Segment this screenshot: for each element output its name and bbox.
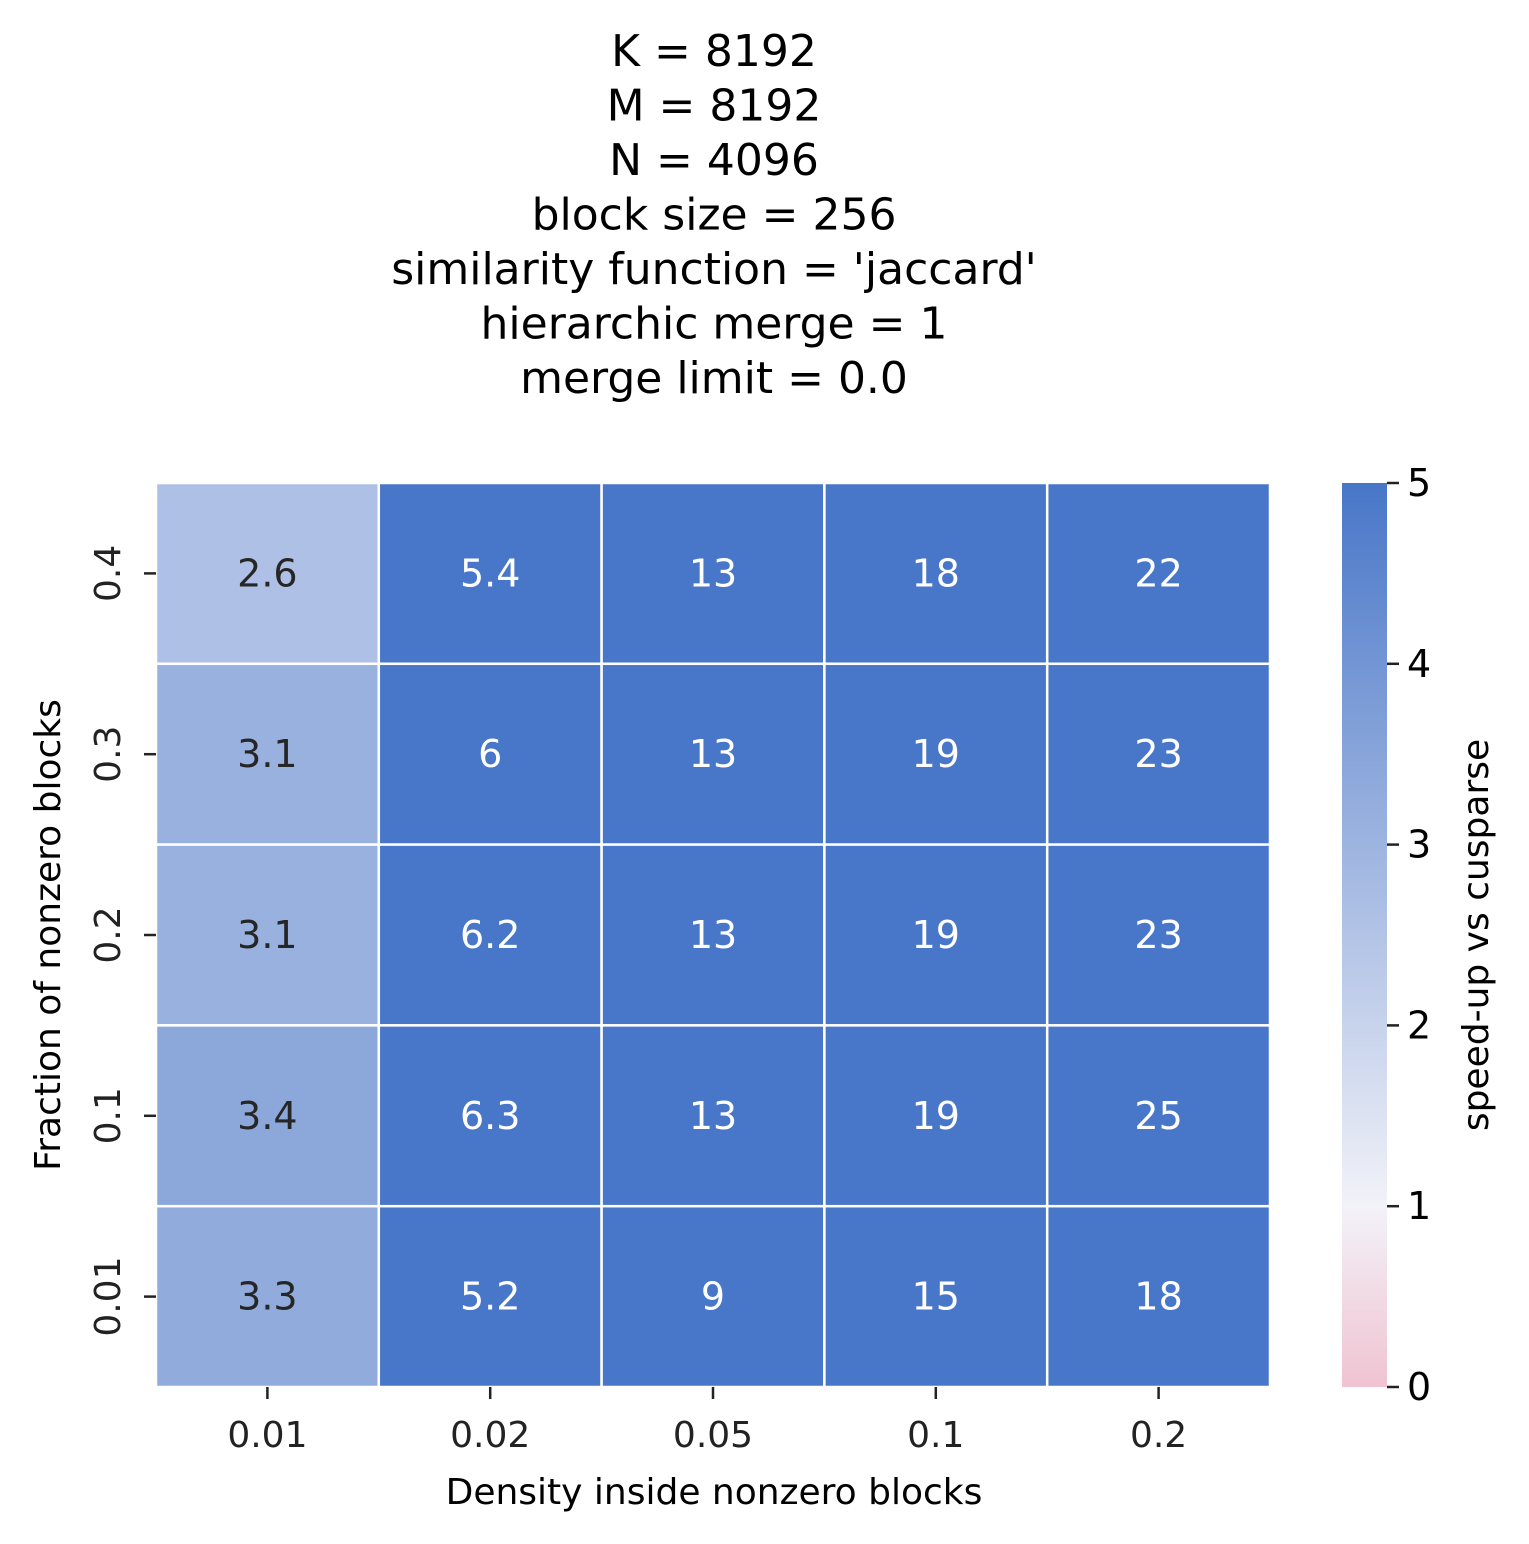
cell-value-label: 5.2 bbox=[460, 1275, 520, 1319]
heatmap-cell bbox=[600, 1024, 826, 1208]
heatmap-cell bbox=[823, 481, 1049, 666]
x-tick-label: 0.01 bbox=[227, 1415, 307, 1456]
cell-value-label: 2.6 bbox=[237, 551, 297, 595]
colorbar-tick-label: 3 bbox=[1407, 823, 1431, 867]
colorbar-gradient bbox=[1342, 483, 1387, 1387]
title-line: hierarchic merge = 1 bbox=[481, 299, 948, 350]
heatmap-cell bbox=[1045, 662, 1272, 846]
cell-value-label: 9 bbox=[701, 1275, 725, 1319]
cell-value-label: 6.2 bbox=[460, 913, 520, 957]
cell-value-label: 25 bbox=[1134, 1094, 1182, 1138]
heatmap-cell bbox=[154, 662, 381, 846]
title-line: similarity function = 'jaccard' bbox=[391, 244, 1037, 295]
cell-value-label: 22 bbox=[1134, 551, 1182, 595]
heatmap-cell bbox=[377, 843, 603, 1027]
cell-value-label: 3.1 bbox=[237, 732, 297, 776]
x-tick-label: 0.02 bbox=[450, 1415, 530, 1456]
y-tick-label: 0.01 bbox=[88, 1257, 129, 1337]
y-tick-label: 0.4 bbox=[88, 545, 129, 602]
heatmap-cell bbox=[823, 1024, 1049, 1208]
colorbar-tick-label: 4 bbox=[1407, 642, 1431, 686]
heatmap-cell bbox=[600, 662, 826, 846]
cell-value-label: 13 bbox=[689, 551, 737, 595]
cell-value-label: 19 bbox=[912, 732, 960, 776]
colorbar-label: speed-up vs cusparse bbox=[1456, 739, 1497, 1131]
title-line: M = 8192 bbox=[607, 81, 822, 132]
title-line: N = 4096 bbox=[609, 135, 819, 186]
cell-value-label: 13 bbox=[689, 1094, 737, 1138]
heatmap-cells: 2.6 5.4 13 18 22 3.1 6 13 19 23 3.1 6.2 13 19 23 3.4 6.3… bbox=[154, 481, 1272, 1389]
heatmap-cell bbox=[377, 481, 603, 666]
cell-value-label: 19 bbox=[912, 1094, 960, 1138]
x-tick-label: 0.2 bbox=[1130, 1415, 1187, 1456]
title-line: block size = 256 bbox=[532, 190, 897, 241]
heatmap-cell bbox=[823, 843, 1049, 1027]
cell-value-label: 3.1 bbox=[237, 913, 297, 957]
heatmap-cell bbox=[600, 481, 826, 666]
heatmap-cell bbox=[377, 1204, 603, 1389]
title-line: K = 8192 bbox=[611, 26, 817, 77]
cell-value-label: 6.3 bbox=[460, 1094, 520, 1138]
cell-value-label: 18 bbox=[912, 551, 960, 595]
heatmap-cell bbox=[154, 1204, 381, 1389]
y-tick-label: 0.2 bbox=[88, 906, 129, 963]
y-tick-label: 0.3 bbox=[88, 726, 129, 783]
heatmap-cell bbox=[154, 481, 381, 666]
cell-value-label: 23 bbox=[1134, 732, 1182, 776]
cell-value-label: 23 bbox=[1134, 913, 1182, 957]
y-axis-ticks: 0.4 0.3 0.2 0.1 0.01 bbox=[88, 545, 156, 1337]
heatmap-cell bbox=[1045, 1024, 1272, 1208]
colorbar-tick-label: 2 bbox=[1407, 1003, 1431, 1047]
heatmap-cell bbox=[1045, 843, 1272, 1027]
colorbar: 0 1 2 3 4 5 bbox=[1342, 461, 1431, 1409]
x-tick-label: 0.05 bbox=[673, 1415, 753, 1456]
cell-value-label: 15 bbox=[912, 1275, 960, 1319]
heatmap-cell bbox=[600, 1204, 826, 1389]
cell-value-label: 18 bbox=[1134, 1275, 1182, 1319]
colorbar-tick-label: 1 bbox=[1407, 1184, 1431, 1228]
y-axis-label: Fraction of nonzero blocks bbox=[28, 699, 69, 1171]
cell-value-label: 6 bbox=[478, 732, 502, 776]
colorbar-tick-label: 0 bbox=[1407, 1365, 1431, 1409]
heatmap-cell bbox=[1045, 1204, 1272, 1389]
title-line: merge limit = 0.0 bbox=[520, 353, 908, 404]
cell-value-label: 19 bbox=[912, 913, 960, 957]
x-axis-ticks: 0.01 0.02 0.05 0.1 0.2 bbox=[227, 1387, 1187, 1456]
cell-value-label: 5.4 bbox=[460, 551, 520, 595]
x-axis-label: Density inside nonzero blocks bbox=[446, 1472, 983, 1513]
cell-value-label: 3.4 bbox=[237, 1094, 297, 1138]
cell-value-label: 13 bbox=[689, 913, 737, 957]
cell-value-label: 3.3 bbox=[237, 1275, 297, 1319]
heatmap-cell bbox=[1045, 481, 1272, 666]
cell-value-label: 13 bbox=[689, 732, 737, 776]
y-tick-label: 0.1 bbox=[88, 1087, 129, 1144]
heatmap-cell bbox=[600, 843, 826, 1027]
colorbar-tick-label: 5 bbox=[1407, 461, 1431, 505]
x-tick-label: 0.1 bbox=[907, 1415, 964, 1456]
heatmap-cell bbox=[377, 1024, 603, 1208]
